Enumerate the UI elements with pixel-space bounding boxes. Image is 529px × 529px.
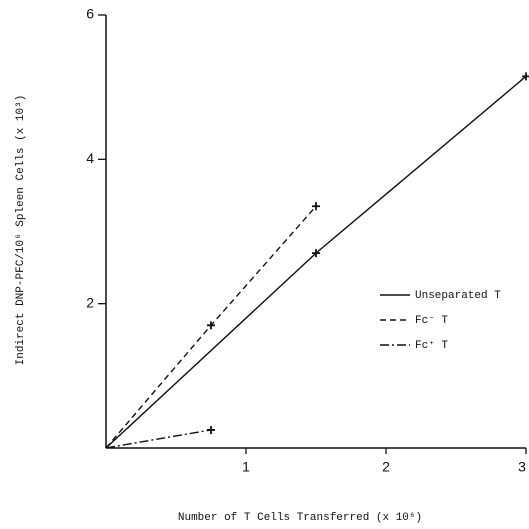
point-marker [312,202,320,211]
series-line [105,75,527,449]
legend-label: Fc⁻ T [415,315,448,327]
y-axis-label: Indirect DNP-PFC/10⁶ Spleen Cells (x 10³… [15,95,27,366]
point-marker [207,321,215,330]
y-tick-label: 6 [86,6,94,22]
legend-label: Fc⁺ T [415,340,448,352]
point-marker [312,249,320,258]
x-tick-label: 2 [382,459,390,475]
point-marker [207,425,215,434]
series-line [105,429,212,449]
y-tick-label: 2 [86,294,94,310]
x-tick-label: 1 [242,459,250,475]
x-axis-label: Number of T Cells Transferred (x 10⁶) [178,512,422,524]
x-tick-label: 3 [518,459,526,475]
legend-label: Unseparated T [415,290,501,302]
y-tick-label: 4 [86,150,94,166]
